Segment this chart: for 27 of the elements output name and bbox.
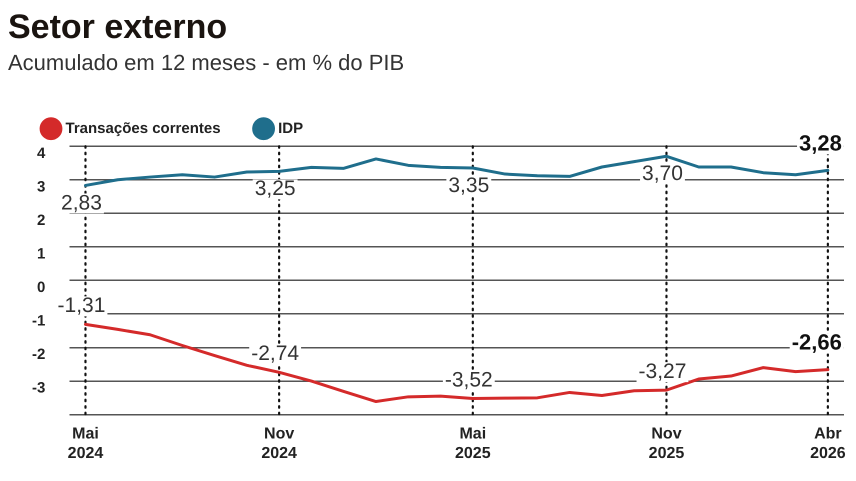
chart-title: Setor externo xyxy=(8,8,228,46)
data-label: -3,52 xyxy=(444,368,493,392)
x-tick-label: Mai 2024 xyxy=(68,426,104,462)
y-tick-label: -1 xyxy=(32,312,46,330)
data-label: 2,83 xyxy=(61,191,102,214)
data-label: 3,70 xyxy=(642,162,683,186)
chart-subtitle: Acumulado em 12 meses - em % do PIB xyxy=(8,50,404,76)
y-tick-label: 4 xyxy=(36,144,46,162)
y-tick-label: 3 xyxy=(36,178,46,196)
data-label: 3,35 xyxy=(448,174,490,197)
y-tick-label: 0 xyxy=(36,279,46,296)
y-tick-label: 1 xyxy=(36,245,46,262)
data-label: 3,28 xyxy=(799,130,842,156)
y-tick-label: 2 xyxy=(36,212,46,229)
x-tick-label: Abr 2026 xyxy=(810,426,846,462)
y-tick-label: -3 xyxy=(32,380,46,397)
legend-label: Transações correntes xyxy=(66,120,221,137)
y-tick-label: -2 xyxy=(32,346,46,364)
legend-label: IDP xyxy=(278,120,304,137)
data-label: -3,27 xyxy=(638,360,686,383)
x-tick-label: Nov 2025 xyxy=(648,426,684,462)
x-tick-label: Mai 2025 xyxy=(455,426,491,462)
x-tick-label: Nov 2024 xyxy=(261,426,298,462)
data-label: -1,31 xyxy=(58,294,106,318)
data-label: 3,25 xyxy=(254,177,296,200)
data-label: -2,66 xyxy=(792,330,842,355)
data-label: -2,74 xyxy=(251,342,300,366)
